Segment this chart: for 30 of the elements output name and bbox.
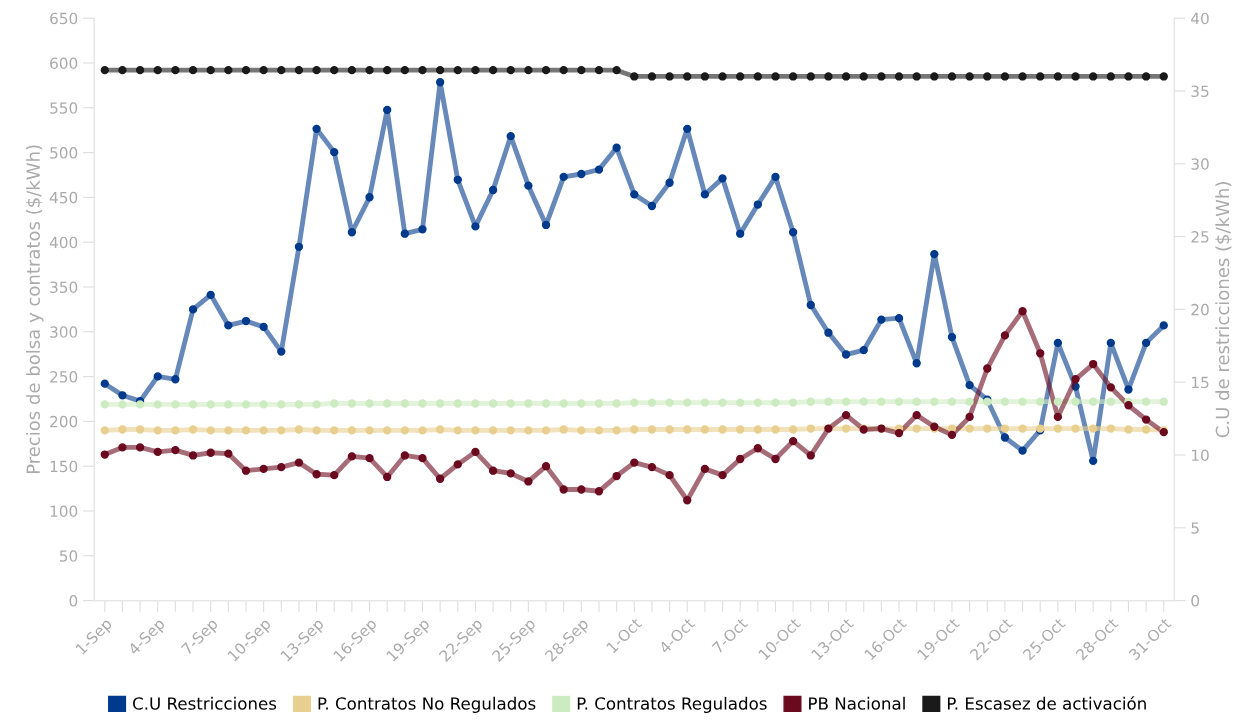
y2-axis-title: C.U de restricciones ($/kWh) — [1215, 182, 1232, 438]
y-tick-label: 650 — [50, 12, 78, 25]
y2-tick-label: 5 — [1191, 522, 1199, 534]
y-tick-label: 0 — [69, 595, 78, 607]
y-tick-label: 50 — [59, 550, 78, 562]
legend-label: P. Escasez de activación — [947, 696, 1146, 710]
y2-tick-label: 0 — [1191, 595, 1200, 607]
y-tick-label: 350 — [50, 281, 78, 294]
legend-label: C.U Restricciones — [133, 696, 277, 710]
legend-label: P. Contratos Regulados — [577, 696, 767, 713]
y2-tick-label: 30 — [1191, 158, 1209, 170]
y-tick-label: 300 — [50, 326, 78, 338]
y-tick-label: 200 — [50, 415, 78, 428]
y-tick-label: 550 — [50, 102, 78, 114]
y2-tick-label: 25 — [1191, 231, 1209, 243]
y2-tick-label: 15 — [1192, 376, 1209, 389]
y2-tick-label: 40 — [1191, 12, 1209, 25]
y-tick-label: 400 — [49, 236, 78, 249]
legend-label: P. Contratos No Regulados — [318, 696, 536, 713]
y-tick-label: 250 — [50, 371, 78, 383]
y2-tick-label: 20 — [1191, 303, 1209, 316]
legend-label: PB Nacional — [809, 696, 905, 710]
y-tick-label: 600 — [50, 57, 78, 70]
y-axis-title: Precios de bolsa y contratos ($/kWh) — [26, 145, 44, 474]
y-tick-label: 150 — [50, 460, 78, 473]
y-tick-label: 500 — [50, 147, 78, 159]
y-tick-label: 100 — [50, 505, 78, 518]
y2-tick-label: 35 — [1191, 85, 1209, 98]
y2-tick-label: 10 — [1192, 449, 1209, 462]
y-tick-label: 450 — [49, 191, 78, 204]
